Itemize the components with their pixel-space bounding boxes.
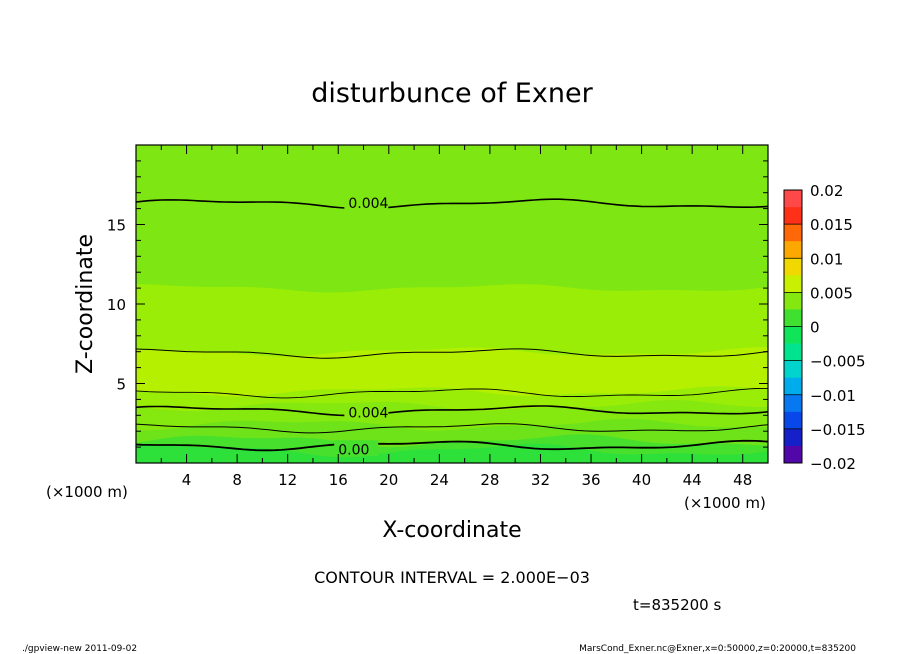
chart-title: disturbunce of Exner: [311, 78, 593, 109]
colorbar-label: 0.01: [810, 250, 843, 268]
colorbar-segment: [784, 309, 802, 327]
contour-label: 0.004: [348, 196, 388, 212]
x-unit-right: (×1000 m): [684, 494, 766, 512]
footer-right: MarsCond_Exner.nc@Exner,x=0:50000,z=0:20…: [579, 644, 856, 654]
x-unit-left: (×1000 m): [46, 483, 128, 501]
colorbar-label: 0: [810, 319, 820, 337]
x-tick-label: 32: [531, 471, 550, 489]
colorbar-label: −0.005: [810, 353, 866, 371]
colorbar-segment: [784, 275, 802, 293]
contour-line: [135, 423, 769, 434]
y-tick-label: 10: [107, 296, 126, 314]
x-tick-label: 36: [581, 471, 600, 489]
colorbar-segment: [784, 445, 802, 464]
colorbar: 0.02 0.015 0.01 0.005 0 −0.005 −0.01 −0.015 −0.0…: [783, 182, 866, 473]
x-axis: 4 8 12 16 20 24 28 32 36 40 44 48: [160, 145, 752, 489]
colorbar-segment: [784, 411, 802, 430]
x-tick-label: 12: [278, 471, 297, 489]
colorbar-segment: [784, 377, 802, 396]
contour-label-bg: [344, 193, 389, 210]
x-tick-label: 16: [329, 471, 348, 489]
x-tick-label: 20: [379, 471, 398, 489]
x-tick-label: 40: [632, 471, 651, 489]
colorbar-segment: [784, 343, 802, 361]
colorbar-label: 0.005: [810, 284, 853, 302]
x-tick-label: 4: [182, 471, 192, 489]
colorbar-segment: [784, 224, 802, 242]
colorbar-label: 0.02: [810, 182, 843, 200]
contour-line: [135, 439, 769, 452]
x-tick-label: 8: [232, 471, 242, 489]
contour-band: [136, 443, 768, 463]
contour-line: [135, 198, 769, 210]
colorbar-label: 0.015: [810, 216, 853, 234]
time-stamp: t=835200 s: [633, 596, 721, 614]
contour-label-bg: [344, 403, 389, 420]
y-axis-label: Z-coordinate: [73, 234, 98, 374]
contour-line: [135, 405, 769, 417]
contour-label: 0.004: [348, 406, 388, 422]
x-tick-label: 48: [733, 471, 752, 489]
colorbar-segment: [784, 258, 802, 276]
contour-label: 0.00: [338, 442, 369, 458]
colorbar-label: −0.02: [810, 455, 856, 473]
x-tick-label: 28: [480, 471, 499, 489]
colorbar-label: −0.01: [810, 387, 856, 405]
y-axis: 5 10 15: [107, 160, 768, 448]
y-tick-label: 15: [107, 217, 126, 235]
colorbar-segment: [784, 241, 802, 259]
x-axis-label: X-coordinate: [382, 518, 521, 543]
colorbar-segment: [784, 207, 802, 225]
y-tick-label: 5: [116, 376, 126, 394]
colorbar-segment: [784, 428, 802, 447]
colorbar-segment: [784, 190, 802, 208]
footer-left: ./gpview-new 2011-09-02: [22, 644, 137, 654]
contour-interval-note: CONTOUR INTERVAL = 2.000E−03: [314, 568, 590, 587]
colorbar-segment: [784, 360, 802, 378]
colorbar-segment: [784, 326, 802, 344]
colorbar-label: −0.015: [810, 421, 866, 439]
plot-area: 0.004 0.004 0.00: [135, 144, 769, 464]
colorbar-segment: [784, 292, 802, 310]
x-tick-label: 24: [430, 471, 449, 489]
contour-label-bg: [334, 440, 379, 457]
colorbar-segment: [784, 394, 802, 413]
x-tick-label: 44: [683, 471, 702, 489]
contour-line: [135, 387, 768, 399]
contour-line: [135, 348, 769, 359]
